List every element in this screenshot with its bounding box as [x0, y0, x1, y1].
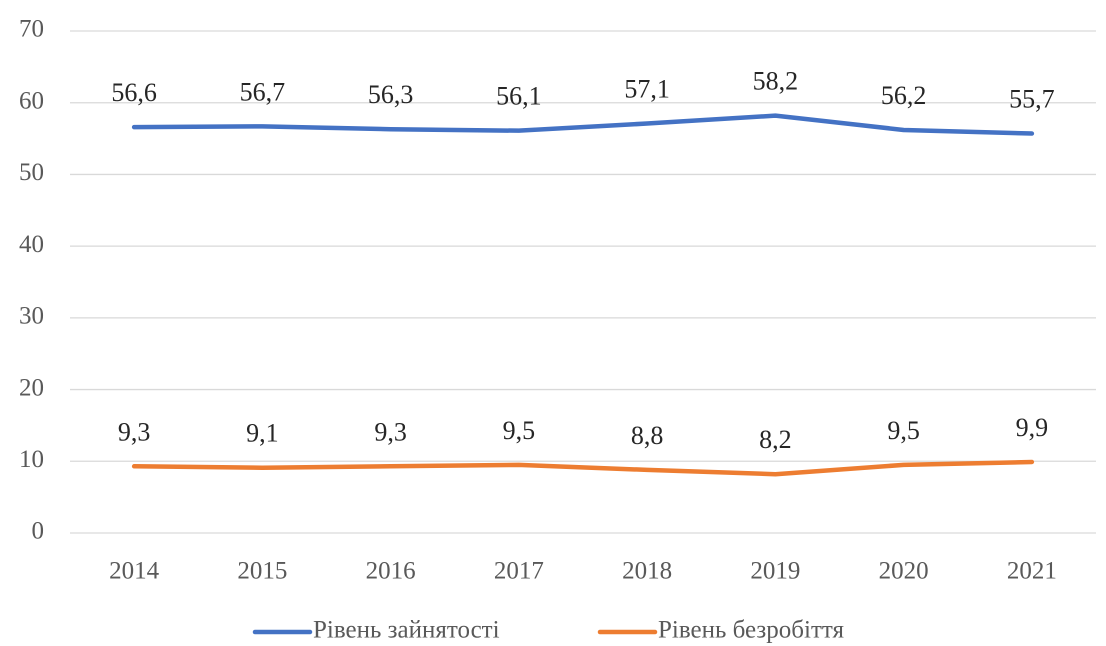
x-tick-label: 2019 [750, 558, 800, 585]
data-label: 56,6 [111, 78, 157, 107]
x-tick-label: 2021 [1007, 558, 1057, 585]
y-tick-label: 30 [19, 303, 44, 330]
y-tick-label: 0 [32, 518, 45, 545]
x-tick-label: 2016 [366, 558, 416, 585]
y-tick-label: 60 [19, 87, 44, 114]
data-label: 9,9 [1016, 413, 1049, 442]
x-tick-label: 2017 [494, 558, 544, 585]
data-label: 8,2 [759, 425, 792, 454]
data-label: 55,7 [1009, 85, 1055, 114]
legend-label: Рівень зайнятості [313, 617, 500, 644]
y-tick-label: 50 [19, 159, 44, 186]
data-label: 56,1 [496, 82, 542, 111]
x-tick-label: 2020 [879, 558, 929, 585]
legend-label: Рівень безробіття [658, 617, 844, 644]
data-label: 58,2 [753, 67, 799, 96]
data-label: 9,3 [118, 417, 151, 446]
data-label: 9,3 [374, 417, 407, 446]
data-label: 9,1 [246, 419, 279, 448]
data-label: 57,1 [624, 74, 670, 103]
series-line [131, 459, 1035, 477]
x-tick-label: 2018 [622, 558, 672, 585]
y-tick-label: 70 [19, 16, 44, 43]
data-label: 56,3 [368, 80, 414, 109]
y-tick-label: 40 [19, 231, 44, 258]
x-tick-label: 2014 [109, 558, 160, 585]
data-label: 56,7 [240, 77, 286, 106]
data-label: 9,5 [887, 416, 920, 445]
data-label: 8,8 [631, 421, 664, 450]
data-label: 56,2 [881, 81, 927, 110]
series-line [131, 113, 1035, 136]
x-tick-label: 2015 [237, 558, 287, 585]
y-tick-label: 10 [19, 446, 44, 473]
data-label: 9,5 [503, 416, 536, 445]
y-tick-label: 20 [19, 374, 44, 401]
